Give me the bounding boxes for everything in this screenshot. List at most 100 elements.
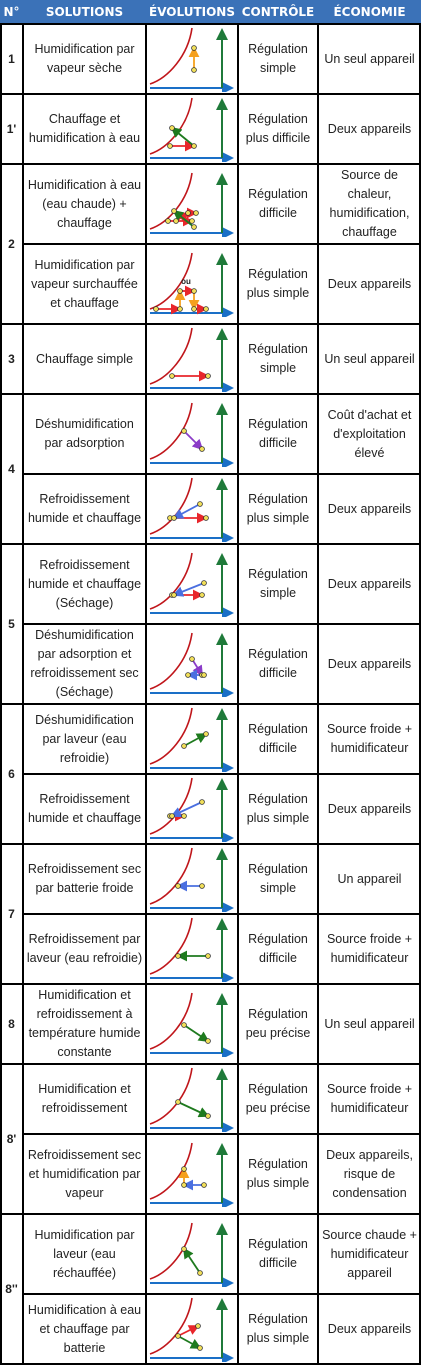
row-divider xyxy=(23,1133,421,1135)
controle-cell: Régulation difficile xyxy=(248,417,308,450)
controle-cell: Régulation difficile xyxy=(248,1237,308,1270)
group-number: 1 xyxy=(8,52,15,66)
economie-cell: Deux appareils xyxy=(327,121,412,136)
controle-cell: Régulation difficile xyxy=(248,932,308,965)
or-label: ou xyxy=(181,277,191,286)
group-number: 3 xyxy=(8,352,15,366)
solution-cell: Humidification par laveur (eau réchauffé… xyxy=(34,1227,135,1280)
solution-cell: Humidification à eau et chauffage par ba… xyxy=(27,1302,142,1355)
solution-cell: Humidification par vapeur sèche xyxy=(34,42,135,75)
solution-cell: Refroidissement sec par batterie froide xyxy=(27,862,142,895)
evolution-diagram xyxy=(149,917,234,982)
column-divider xyxy=(237,24,239,1364)
state-point xyxy=(199,799,205,805)
evolution-arrow xyxy=(177,1101,210,1118)
header-economie: ÉCONOMIE xyxy=(318,0,421,24)
group-number: 4 xyxy=(8,462,15,476)
solution-cell: Humidification à eau (eau chaude) + chau… xyxy=(27,177,142,230)
solution-cell: Déshumidification par adsorption et refr… xyxy=(30,628,139,699)
state-point xyxy=(181,428,187,434)
state-point xyxy=(203,306,209,312)
economie-cell: Deux appareils xyxy=(327,576,412,591)
solution-cell: Refroidissement humide et chauffage xyxy=(27,492,142,525)
economie-cell: Deux appareils xyxy=(327,276,412,291)
group-number: 1' xyxy=(6,122,17,136)
state-point xyxy=(191,67,197,73)
state-point xyxy=(181,1022,187,1028)
row-divider xyxy=(0,983,421,985)
controle-cell: Régulation plus simple xyxy=(246,1312,310,1345)
row-divider xyxy=(0,93,421,95)
state-point xyxy=(169,813,175,819)
controle-cell: Régulation simple xyxy=(248,342,308,375)
group-number: 2 xyxy=(8,237,15,251)
header-controle: CONTRÔLE xyxy=(238,0,318,24)
state-point xyxy=(195,1323,201,1329)
evolution-diagram xyxy=(149,1142,234,1207)
column-divider xyxy=(419,24,421,1364)
evolution-arrow xyxy=(177,1335,202,1349)
saturation-curve xyxy=(149,27,193,85)
state-point xyxy=(171,592,177,598)
saturation-curve xyxy=(149,172,193,230)
saturation-curve xyxy=(149,847,193,905)
saturation-curve xyxy=(149,1222,193,1280)
evolution-diagram xyxy=(149,707,234,772)
state-point xyxy=(189,656,195,662)
state-point xyxy=(201,672,207,678)
state-point xyxy=(205,1038,211,1044)
row-divider xyxy=(23,623,421,625)
controle-cell: Régulation peu précise xyxy=(245,1082,311,1115)
controle-cell: Régulation difficile xyxy=(248,187,308,220)
row-divider xyxy=(23,913,421,915)
state-point xyxy=(191,224,197,230)
evolution-diagram xyxy=(149,327,234,392)
evolution-arrow xyxy=(191,658,203,677)
state-point xyxy=(201,1182,207,1188)
row-divider xyxy=(23,1293,421,1295)
row-divider xyxy=(0,543,421,545)
row-divider xyxy=(0,163,421,165)
economie-cell: Deux appareils xyxy=(327,801,412,816)
row-divider xyxy=(0,843,421,845)
state-point xyxy=(177,288,183,294)
solution-cell: Chauffage et humidification à eau xyxy=(28,112,141,145)
controle-cell: Régulation plus simple xyxy=(246,1157,310,1190)
evolution-diagram xyxy=(149,97,234,162)
row-divider xyxy=(0,1363,421,1365)
state-point xyxy=(177,306,183,312)
header-num: N° xyxy=(0,0,23,24)
state-point xyxy=(191,45,197,51)
saturation-curve xyxy=(149,917,193,975)
saturation-curve xyxy=(149,777,193,835)
evolution-arrow xyxy=(172,503,201,519)
state-point xyxy=(169,373,175,379)
group-number: 6 xyxy=(8,767,15,781)
saturation-curve xyxy=(149,327,193,385)
state-point xyxy=(175,953,181,959)
state-point xyxy=(181,813,187,819)
state-point xyxy=(185,672,191,678)
state-point xyxy=(205,1113,211,1119)
row-divider xyxy=(23,473,421,475)
group-number: 7 xyxy=(8,907,15,921)
controle-cell: Régulation plus simple xyxy=(246,267,310,300)
state-point xyxy=(173,218,179,224)
evolution-arrow xyxy=(183,733,208,747)
column-divider xyxy=(145,24,147,1364)
economie-cell: Deux appareils xyxy=(327,501,412,516)
row-divider xyxy=(0,393,421,395)
economie-cell: Deux appareils xyxy=(327,656,412,671)
state-point xyxy=(205,953,211,959)
state-point xyxy=(199,592,205,598)
solution-cell: Refroidissement humide et chauffage xyxy=(27,792,142,825)
evolution-arrow xyxy=(172,209,195,228)
state-point xyxy=(201,580,207,586)
economie-cell: Un seul appareil xyxy=(324,351,415,366)
state-point xyxy=(197,501,203,507)
economie-cell: Source froide + humidificateur xyxy=(326,1082,413,1115)
saturation-curve xyxy=(149,402,193,460)
state-point xyxy=(191,143,197,149)
state-point xyxy=(185,210,191,216)
